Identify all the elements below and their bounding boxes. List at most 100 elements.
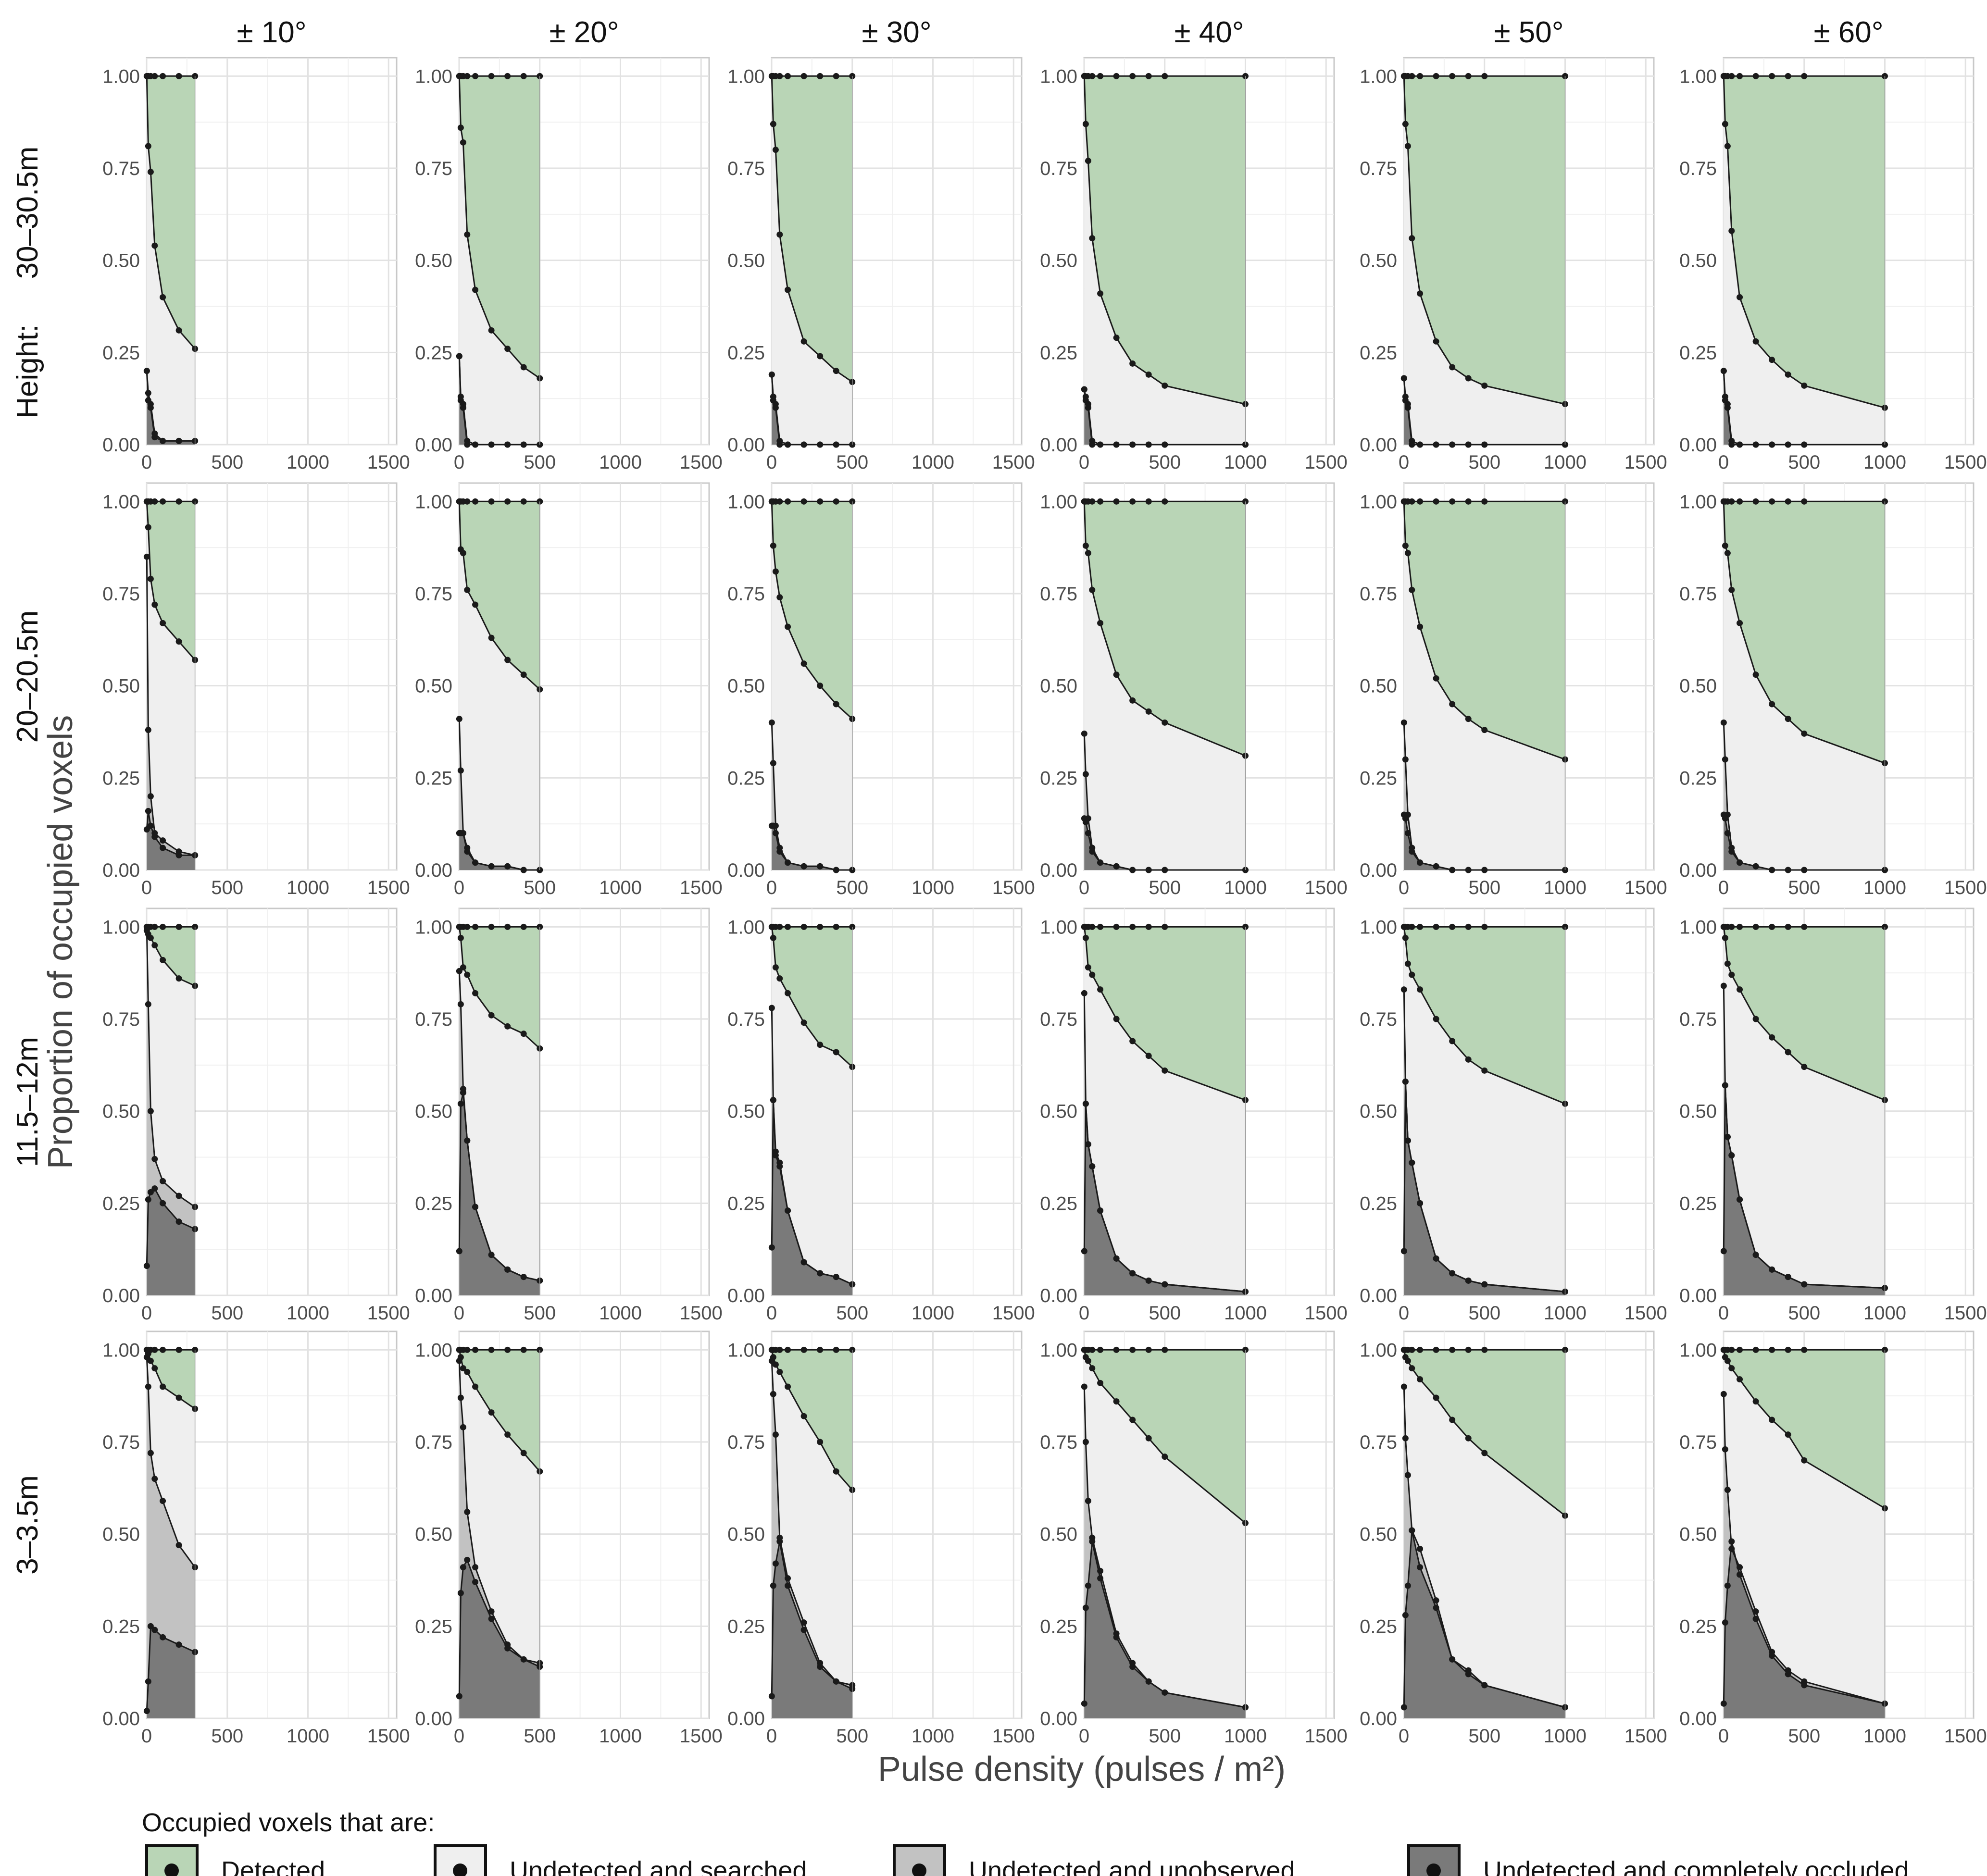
data-point: [147, 575, 154, 582]
data-point: [1728, 73, 1735, 79]
data-point: [1113, 1634, 1120, 1640]
data-point: [1113, 335, 1120, 341]
data-point: [770, 760, 776, 767]
data-point: [1145, 1053, 1152, 1059]
data-point: [456, 73, 462, 79]
data-point: [457, 934, 464, 941]
data-point: [817, 1439, 824, 1445]
data-point: [488, 1346, 495, 1353]
data-point: [1433, 338, 1439, 345]
data-point: [833, 701, 839, 708]
data-point: [768, 1357, 775, 1364]
x-tick-label: 1500: [1944, 877, 1987, 898]
data-point: [1728, 848, 1735, 855]
data-point: [145, 727, 151, 733]
y-tick-label: 1.00: [727, 491, 765, 512]
x-tick-label: 0: [454, 1726, 464, 1747]
x-tick-label: 1500: [367, 877, 410, 898]
data-point: [817, 1042, 824, 1048]
x-tick-label: 0: [1718, 1303, 1729, 1324]
y-tick-label: 0.25: [1360, 1616, 1397, 1637]
data-point: [1801, 923, 1808, 930]
data-point: [776, 1538, 783, 1545]
data-point: [772, 1560, 779, 1567]
y-tick-label: 0.50: [727, 1101, 765, 1122]
area-undetected-searched: [459, 501, 540, 870]
y-tick-label: 0.75: [102, 584, 140, 605]
data-point: [504, 1346, 511, 1353]
data-point: [1449, 867, 1456, 873]
x-tick-label: 0: [141, 1303, 152, 1324]
data-point: [1113, 1255, 1120, 1262]
data-point: [1409, 235, 1415, 242]
data-point: [768, 1244, 775, 1251]
data-point: [1433, 1394, 1439, 1401]
y-axis-label: Proportion of occupied voxels: [41, 715, 80, 1169]
series-line: [1723, 501, 1886, 764]
y-tick-label: 0.50: [1360, 1524, 1397, 1545]
area-detected: [147, 76, 195, 349]
data-point: [488, 1252, 495, 1258]
area-undetected-searched: [1404, 1350, 1565, 1707]
data-point: [520, 923, 527, 930]
data-point: [1433, 498, 1439, 505]
data-point: [772, 147, 779, 153]
data-point: [488, 441, 495, 448]
data-point: [143, 368, 150, 374]
data-point: [160, 498, 166, 505]
data-point: [456, 1357, 462, 1364]
data-point: [1724, 143, 1731, 149]
data-point: [520, 1274, 527, 1280]
data-point: [768, 1005, 775, 1011]
data-point: [1081, 386, 1087, 393]
data-point: [1724, 1357, 1731, 1364]
area-undetected-occluded: [1404, 1081, 1565, 1295]
data-point: [464, 498, 471, 505]
panel-r0-c2: 0.00 0.25 0.50 0.75 1.00 0 500 1000 1500: [727, 57, 1035, 473]
data-point: [1081, 1700, 1087, 1707]
data-point: [1801, 867, 1808, 873]
x-tick-label: 1000: [287, 1303, 329, 1324]
data-point: [147, 1189, 154, 1195]
y-tick-label: 0.50: [1360, 1101, 1397, 1122]
x-tick-label: 1500: [1944, 452, 1987, 473]
x-tick-label: 1000: [912, 1303, 954, 1324]
x-tick-label: 1500: [367, 1303, 410, 1324]
data-point: [1433, 1346, 1439, 1353]
x-tick-label: 1000: [912, 452, 954, 473]
data-point: [1129, 1270, 1136, 1277]
y-tick-label: 0.75: [727, 158, 765, 179]
y-tick-label: 0.25: [415, 1616, 452, 1637]
data-point: [770, 934, 776, 941]
data-point: [1724, 550, 1731, 557]
x-tick-label: 1500: [1944, 1726, 1987, 1747]
data-point: [1145, 1435, 1152, 1441]
data-point: [1433, 73, 1439, 79]
data-point: [1162, 441, 1168, 448]
data-point: [1097, 441, 1104, 448]
data-point: [1720, 719, 1727, 726]
data-point: [1737, 294, 1743, 300]
data-point: [151, 1185, 158, 1192]
data-point: [1129, 1416, 1136, 1423]
data-point: [1722, 1619, 1728, 1626]
panel-r1-c2: 0.00 0.25 0.50 0.75 1.00 0 500 1000 1500: [727, 482, 1035, 898]
data-point: [1728, 1538, 1735, 1545]
data-point: [1449, 1346, 1456, 1353]
x-tick-label: 1500: [680, 1726, 723, 1747]
data-point: [1737, 1571, 1743, 1578]
area-undetected-occluded: [147, 1626, 195, 1718]
x-tick-label: 500: [1788, 1303, 1820, 1324]
data-point: [817, 1664, 824, 1670]
series-line: [1723, 1541, 1885, 1704]
data-point: [160, 1200, 166, 1206]
data-point: [1728, 498, 1735, 505]
data-point: [460, 1089, 466, 1096]
data-point: [1404, 1137, 1411, 1144]
y-tick-label: 1.00: [727, 917, 765, 938]
y-tick-label: 0.00: [727, 860, 765, 881]
data-point: [488, 634, 495, 641]
data-point: [1769, 867, 1775, 873]
y-tick-label: 1.00: [415, 66, 452, 87]
data-point: [1724, 830, 1731, 836]
